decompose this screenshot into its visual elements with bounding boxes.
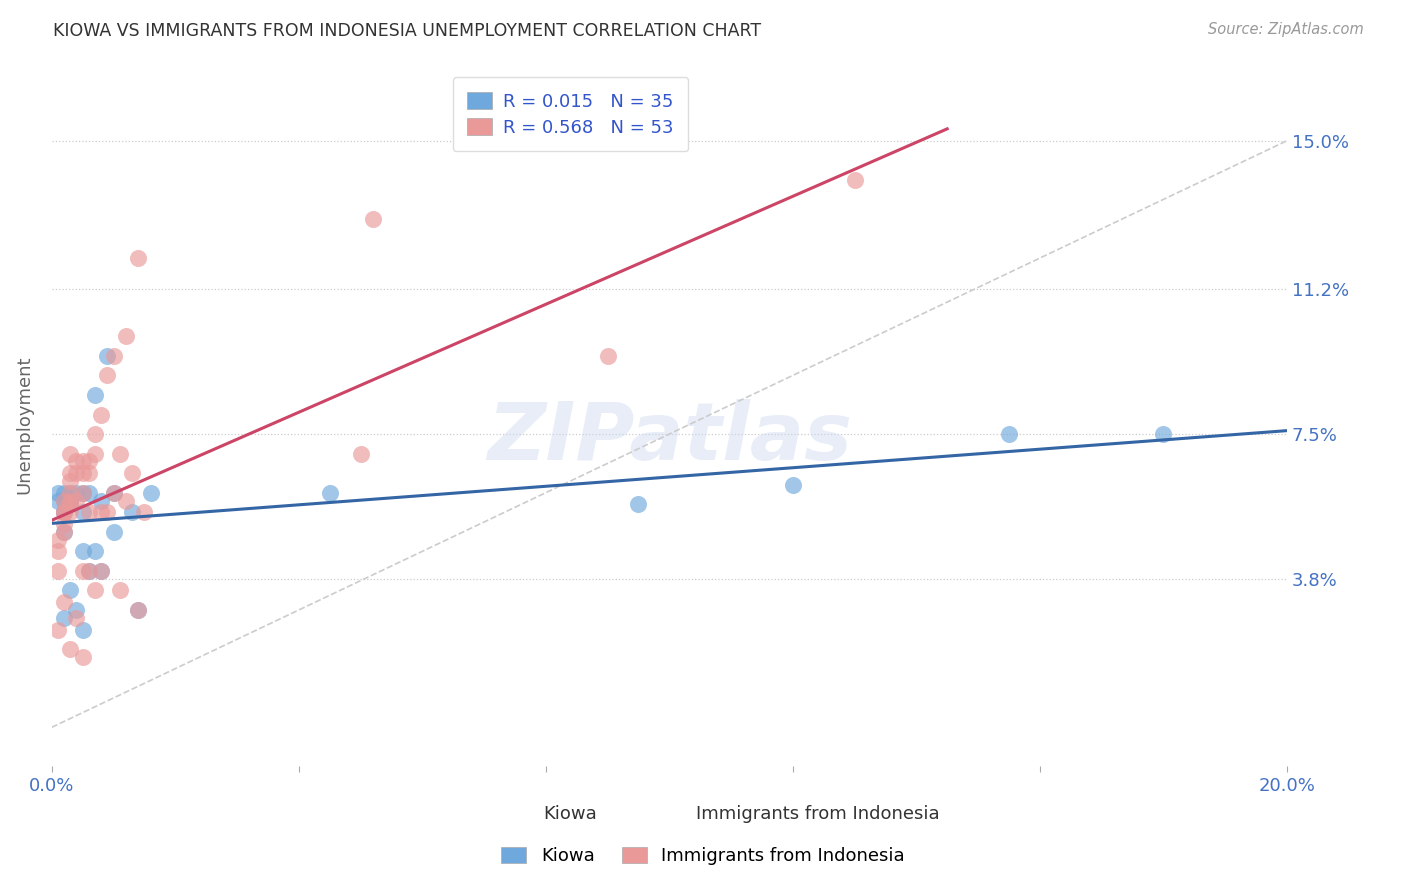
Point — [103, 485, 125, 500]
Point — [77, 564, 100, 578]
Point — [84, 544, 107, 558]
Point — [127, 251, 149, 265]
Point — [72, 505, 94, 519]
Point — [53, 516, 76, 531]
Point — [53, 524, 76, 539]
Point — [96, 349, 118, 363]
Point — [59, 485, 82, 500]
Point — [72, 564, 94, 578]
Point — [103, 485, 125, 500]
Point — [53, 505, 76, 519]
Point — [65, 611, 87, 625]
Point — [627, 498, 650, 512]
Point — [46, 544, 69, 558]
Point — [65, 485, 87, 500]
Point — [46, 623, 69, 637]
Point — [53, 493, 76, 508]
Y-axis label: Unemployment: Unemployment — [15, 355, 32, 493]
Point — [77, 485, 100, 500]
Text: Immigrants from Indonesia: Immigrants from Indonesia — [696, 805, 939, 823]
Point — [77, 505, 100, 519]
Point — [59, 642, 82, 657]
Text: KIOWA VS IMMIGRANTS FROM INDONESIA UNEMPLOYMENT CORRELATION CHART: KIOWA VS IMMIGRANTS FROM INDONESIA UNEMP… — [53, 22, 762, 40]
Point — [46, 485, 69, 500]
Point — [46, 533, 69, 547]
Point — [72, 544, 94, 558]
Point — [72, 485, 94, 500]
Point — [349, 447, 371, 461]
Point — [121, 466, 143, 480]
Text: Kiowa: Kiowa — [544, 805, 598, 823]
Point — [998, 427, 1021, 442]
Point — [90, 408, 112, 422]
Point — [139, 485, 162, 500]
Point — [46, 493, 69, 508]
Point — [46, 564, 69, 578]
Point — [96, 368, 118, 383]
Point — [59, 474, 82, 488]
Point — [72, 485, 94, 500]
Point — [53, 595, 76, 609]
Point — [53, 485, 76, 500]
Point — [59, 493, 82, 508]
Point — [318, 485, 340, 500]
Point — [108, 583, 131, 598]
Legend: R = 0.015   N = 35, R = 0.568   N = 53: R = 0.015 N = 35, R = 0.568 N = 53 — [453, 78, 688, 152]
Point — [53, 493, 76, 508]
Text: Source: ZipAtlas.com: Source: ZipAtlas.com — [1208, 22, 1364, 37]
Point — [1152, 427, 1174, 442]
Point — [53, 505, 76, 519]
Point — [90, 493, 112, 508]
Point — [77, 466, 100, 480]
Point — [782, 478, 804, 492]
Point — [72, 649, 94, 664]
Point — [84, 447, 107, 461]
Point — [127, 603, 149, 617]
Point — [121, 505, 143, 519]
Legend: Kiowa, Immigrants from Indonesia: Kiowa, Immigrants from Indonesia — [492, 838, 914, 874]
Point — [59, 498, 82, 512]
Point — [59, 466, 82, 480]
Text: ZIPatlas: ZIPatlas — [486, 399, 852, 477]
Point — [72, 466, 94, 480]
Point — [53, 611, 76, 625]
Point — [90, 505, 112, 519]
Point — [844, 173, 866, 187]
Point — [59, 498, 82, 512]
Point — [108, 447, 131, 461]
Point — [77, 564, 100, 578]
Point — [84, 388, 107, 402]
Point — [53, 505, 76, 519]
Point — [72, 623, 94, 637]
Point — [65, 493, 87, 508]
Point — [103, 349, 125, 363]
Point — [84, 427, 107, 442]
Point — [53, 505, 76, 519]
Point — [134, 505, 156, 519]
Point — [361, 212, 384, 227]
Point — [96, 505, 118, 519]
Point — [65, 603, 87, 617]
Point — [65, 454, 87, 468]
Point — [72, 454, 94, 468]
Point — [59, 505, 82, 519]
Point — [90, 564, 112, 578]
Point — [59, 493, 82, 508]
Point — [84, 583, 107, 598]
Point — [127, 603, 149, 617]
Point — [59, 583, 82, 598]
Point — [53, 524, 76, 539]
Point — [65, 466, 87, 480]
Point — [77, 454, 100, 468]
Point — [115, 329, 138, 343]
Point — [115, 493, 138, 508]
Point — [59, 485, 82, 500]
Point — [59, 447, 82, 461]
Point — [90, 564, 112, 578]
Point — [596, 349, 619, 363]
Point — [103, 524, 125, 539]
